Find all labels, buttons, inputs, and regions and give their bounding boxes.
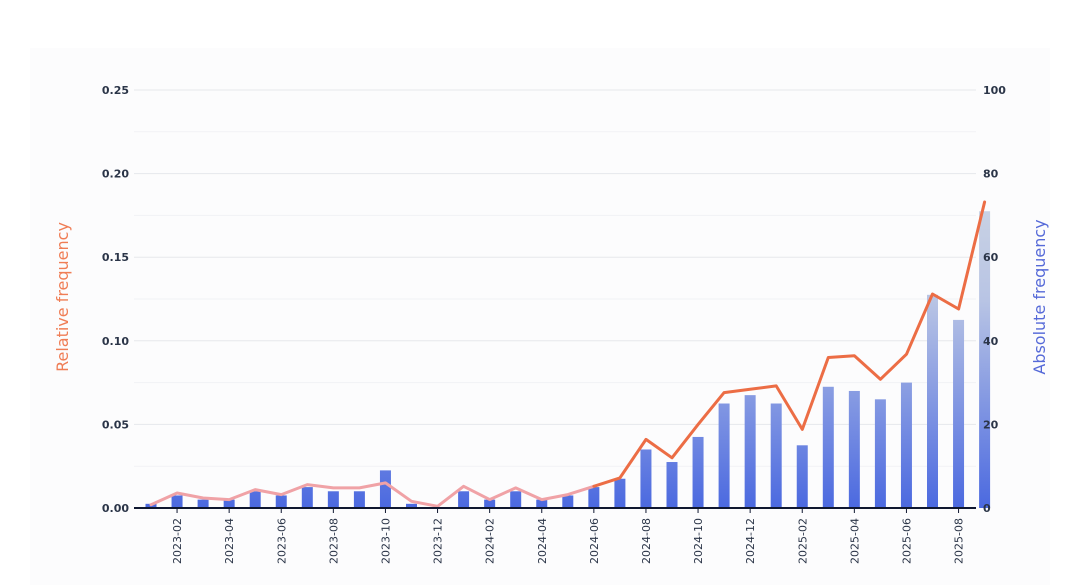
line-relative-frequency — [149, 200, 987, 508]
y-left-tick-label: 0.00 — [102, 502, 129, 515]
y-right-tick-label: 40 — [983, 335, 999, 348]
bar — [588, 487, 600, 508]
bar — [249, 491, 261, 508]
bar — [744, 395, 756, 508]
bar — [379, 470, 391, 508]
x-tick-label: 2023-04 — [223, 518, 236, 564]
bar — [510, 491, 522, 508]
bar — [197, 499, 209, 508]
y-right-tick-label: 20 — [983, 418, 999, 431]
x-tick-label: 2025-06 — [900, 518, 913, 564]
x-tick-label: 2023-08 — [327, 518, 340, 564]
bar — [874, 399, 886, 508]
bar — [692, 436, 704, 508]
bars-absolute-frequency — [145, 211, 991, 508]
y-left-tick-label: 0.15 — [102, 251, 129, 264]
bar — [770, 403, 782, 508]
bar — [796, 445, 808, 508]
x-tick-label: 2024-02 — [484, 518, 497, 564]
y-left-tick-label: 0.10 — [102, 335, 129, 348]
bar — [562, 495, 574, 508]
bar — [614, 478, 626, 508]
x-tick-label: 2023-02 — [171, 518, 184, 564]
bar — [171, 495, 183, 508]
bar — [353, 491, 365, 508]
y-left-tick-label: 0.25 — [102, 84, 129, 97]
bar — [223, 499, 235, 508]
y-right-tick-label: 60 — [983, 251, 999, 264]
x-tick-label: 2024-04 — [536, 518, 549, 564]
line-segment-early — [149, 481, 596, 508]
bar — [718, 403, 730, 508]
bar — [822, 386, 834, 508]
y-right-ticks: 0 20 40 60 80 100 — [983, 84, 1006, 515]
x-tick-label: 2024-10 — [692, 518, 705, 564]
y-left-axis-title: Relative frequency — [53, 222, 72, 372]
bar — [301, 487, 313, 508]
bar — [458, 491, 470, 508]
x-tick-label: 2023-12 — [432, 518, 445, 564]
bar — [640, 449, 652, 508]
y-left-tick-label: 0.05 — [102, 418, 129, 431]
bar — [900, 382, 912, 508]
bar — [536, 499, 548, 508]
y-right-tick-label: 0 — [983, 502, 991, 515]
line-segment — [592, 200, 987, 488]
x-tick-label: 2024-06 — [588, 518, 601, 564]
bar — [484, 499, 496, 508]
y-left-tick-label: 0.20 — [102, 168, 129, 181]
bar — [848, 390, 860, 508]
y-right-tick-label: 100 — [983, 84, 1006, 97]
bar — [275, 495, 287, 508]
x-tick-label: 2024-08 — [640, 518, 653, 564]
y-right-tick-label: 80 — [983, 168, 999, 181]
x-tick-label: 2025-04 — [848, 518, 861, 564]
x-tick-label: 2025-08 — [953, 518, 966, 564]
x-tick-label: 2023-06 — [275, 518, 288, 564]
bar — [327, 491, 339, 508]
x-tick-label: 2025-02 — [796, 518, 809, 564]
bar — [927, 294, 938, 508]
bar — [979, 211, 991, 508]
x-ticks: 2023-02 2023-04 2023-06 2023-08 2023-10 2023-… — [171, 508, 966, 564]
bar — [666, 462, 678, 508]
gridlines — [134, 89, 976, 467]
y-right-axis-title: Absolute frequency — [1030, 219, 1049, 374]
bar — [406, 503, 417, 508]
bar — [953, 319, 965, 508]
y-left-ticks: 0.00 0.05 0.10 0.15 0.20 0.25 — [102, 84, 129, 515]
x-tick-label: 2024-12 — [744, 518, 757, 564]
x-tick-label: 2023-10 — [379, 518, 392, 564]
